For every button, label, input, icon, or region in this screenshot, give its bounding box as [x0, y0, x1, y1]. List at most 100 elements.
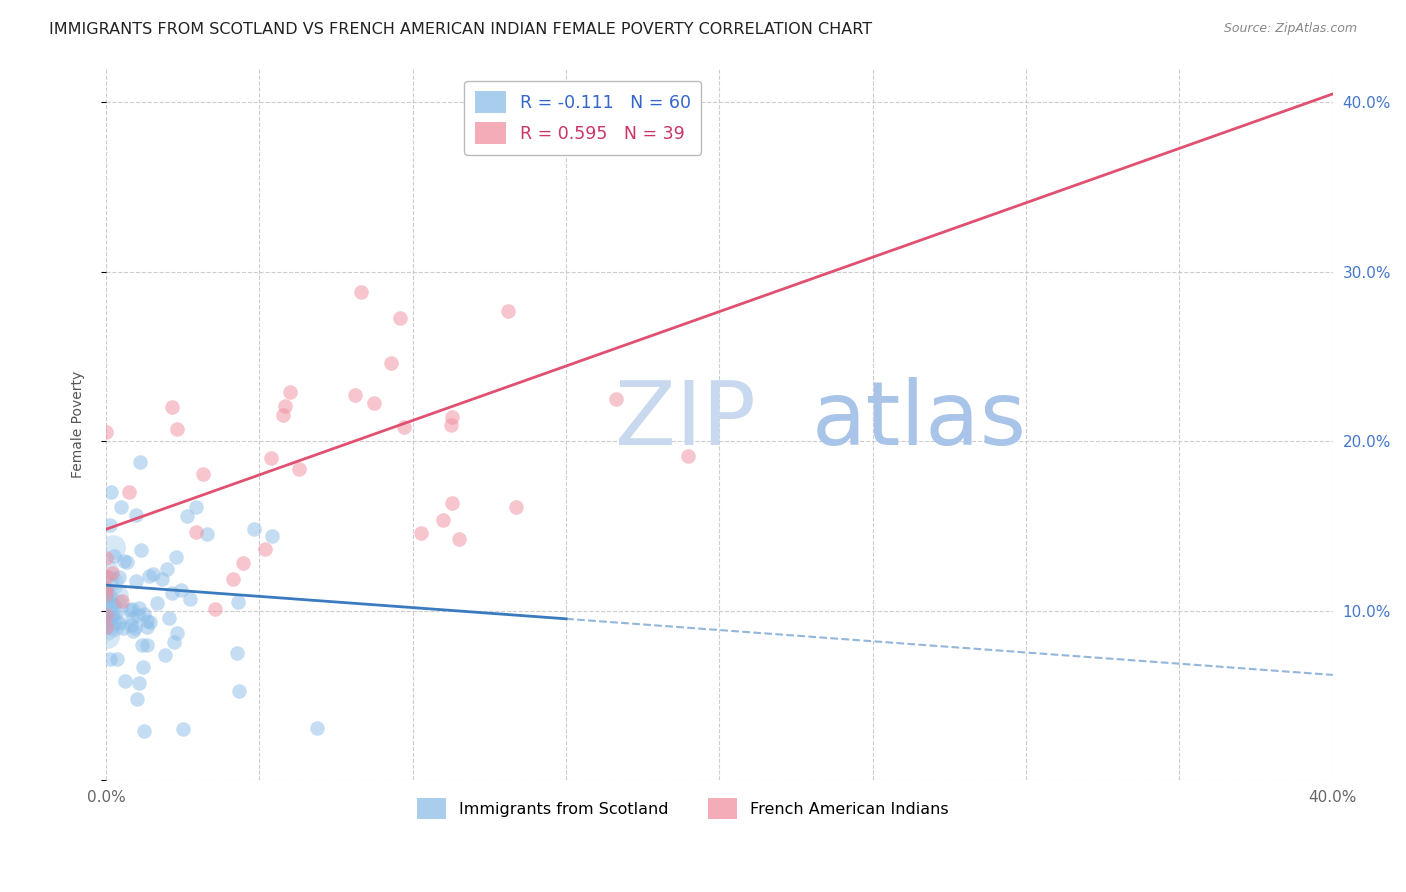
- Point: [98, 652, 121, 666]
- Point: [142, 566, 165, 581]
- Point: [411, 525, 433, 540]
- Point: [105, 589, 128, 603]
- Point: [260, 529, 283, 543]
- Point: [94, 620, 117, 634]
- Point: [165, 550, 187, 565]
- Point: [112, 621, 135, 635]
- Point: [388, 310, 411, 325]
- Point: [111, 594, 134, 608]
- Point: [134, 607, 156, 621]
- Text: Source: ZipAtlas.com: Source: ZipAtlas.com: [1223, 22, 1357, 36]
- Point: [131, 639, 153, 653]
- Point: [273, 399, 295, 413]
- Point: [505, 500, 527, 514]
- Point: [96, 621, 118, 635]
- Point: [166, 422, 188, 436]
- Point: [96, 629, 118, 643]
- Point: [94, 607, 117, 622]
- Point: [125, 574, 148, 589]
- Point: [166, 626, 188, 640]
- Point: [94, 614, 117, 628]
- Point: [184, 500, 207, 514]
- Point: [128, 600, 150, 615]
- Point: [170, 582, 193, 597]
- Point: [288, 462, 311, 476]
- Point: [153, 648, 176, 662]
- Point: [160, 586, 183, 600]
- Point: [105, 652, 128, 666]
- Point: [440, 417, 463, 432]
- Point: [124, 508, 146, 522]
- Point: [228, 683, 250, 698]
- Point: [103, 549, 125, 563]
- Point: [222, 572, 245, 586]
- Point: [103, 540, 125, 554]
- Point: [193, 467, 215, 481]
- Point: [124, 621, 146, 635]
- Point: [157, 611, 180, 625]
- Point: [96, 599, 118, 614]
- Point: [94, 581, 117, 595]
- Point: [94, 584, 117, 599]
- Point: [114, 674, 136, 689]
- Point: [253, 541, 276, 556]
- Point: [163, 635, 186, 649]
- Point: [98, 518, 121, 533]
- Point: [110, 500, 132, 515]
- Point: [228, 595, 250, 609]
- Point: [100, 566, 122, 581]
- Text: atlas: atlas: [811, 377, 1026, 464]
- Point: [440, 496, 463, 510]
- Point: [156, 562, 179, 576]
- Point: [96, 564, 118, 578]
- Text: ZIP: ZIP: [616, 377, 756, 464]
- Point: [271, 409, 294, 423]
- Point: [232, 556, 254, 570]
- Point: [100, 601, 122, 615]
- Point: [179, 591, 201, 606]
- Text: IMMIGRANTS FROM SCOTLAND VS FRENCH AMERICAN INDIAN FEMALE POVERTY CORRELATION CH: IMMIGRANTS FROM SCOTLAND VS FRENCH AMERI…: [49, 22, 872, 37]
- Point: [127, 608, 149, 623]
- Point: [105, 599, 128, 614]
- Point: [94, 587, 117, 601]
- Point: [128, 676, 150, 690]
- Point: [160, 401, 183, 415]
- Point: [125, 692, 148, 706]
- Point: [350, 285, 373, 299]
- Point: [260, 451, 283, 466]
- Point: [129, 455, 152, 469]
- Point: [440, 410, 463, 425]
- Point: [225, 646, 247, 660]
- Point: [380, 356, 402, 370]
- Legend: Immigrants from Scotland, French American Indians: Immigrants from Scotland, French America…: [411, 792, 955, 825]
- Point: [121, 624, 143, 638]
- Point: [447, 532, 470, 546]
- Point: [363, 396, 385, 410]
- Point: [243, 522, 266, 536]
- Point: [100, 589, 122, 603]
- Point: [108, 615, 131, 630]
- Point: [94, 425, 117, 439]
- Point: [94, 569, 117, 583]
- Point: [432, 512, 454, 526]
- Point: [496, 303, 519, 318]
- Point: [115, 555, 138, 569]
- Point: [150, 572, 173, 586]
- Point: [344, 388, 367, 402]
- Point: [100, 576, 122, 591]
- Point: [184, 524, 207, 539]
- Point: [96, 607, 118, 622]
- Point: [136, 620, 159, 634]
- Point: [121, 602, 143, 616]
- Point: [96, 574, 118, 589]
- Point: [112, 554, 135, 568]
- Point: [118, 484, 141, 499]
- Point: [134, 723, 156, 738]
- Point: [136, 614, 159, 628]
- Point: [139, 615, 162, 630]
- Point: [132, 660, 155, 674]
- Point: [101, 616, 124, 631]
- Point: [135, 638, 157, 652]
- Point: [204, 601, 226, 615]
- Point: [94, 550, 117, 565]
